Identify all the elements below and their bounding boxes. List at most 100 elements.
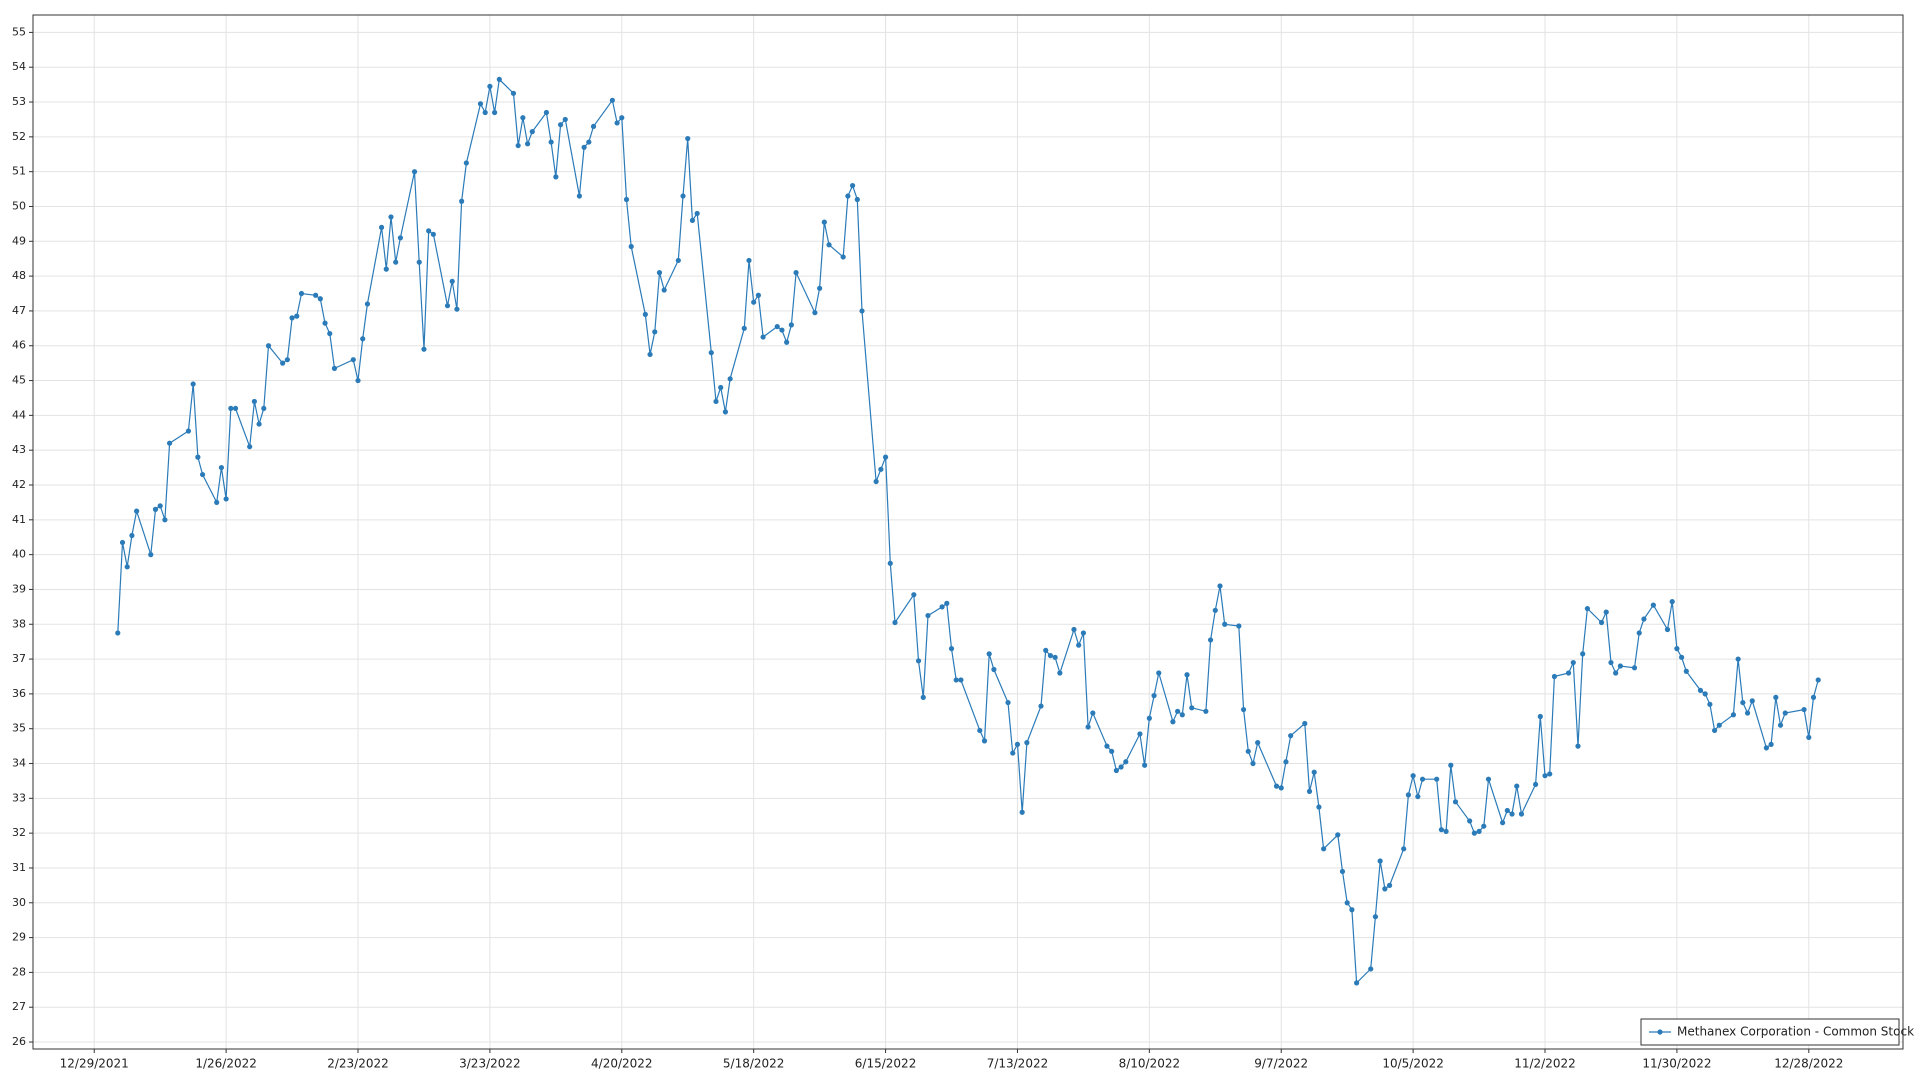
marker (1650, 602, 1656, 608)
marker (1697, 687, 1704, 694)
marker (1339, 868, 1346, 875)
marker (298, 290, 305, 297)
marker (162, 517, 168, 523)
marker (925, 612, 931, 619)
marker (1419, 776, 1426, 782)
x-tick-label: 2/23/2022 (327, 1057, 389, 1071)
marker (920, 694, 926, 700)
marker (840, 254, 846, 260)
y-tick-label: 40 (12, 548, 26, 561)
marker (393, 259, 399, 265)
marker (1669, 599, 1675, 605)
x-tick-label: 11/30/2022 (1642, 1057, 1711, 1071)
marker (849, 182, 856, 189)
marker (878, 466, 884, 472)
marker (1010, 750, 1016, 756)
marker (1113, 767, 1119, 774)
marker (1810, 694, 1817, 700)
marker (1047, 652, 1054, 659)
marker (232, 405, 239, 412)
marker (388, 214, 394, 220)
marker (784, 339, 790, 345)
marker (1080, 630, 1087, 636)
marker (746, 257, 752, 264)
marker (1306, 788, 1313, 794)
marker (1372, 914, 1379, 920)
y-tick-label: 47 (12, 304, 26, 317)
marker (148, 552, 154, 558)
marker (892, 619, 898, 626)
y-tick-label: 38 (12, 617, 26, 630)
marker (755, 292, 761, 298)
x-tick-label: 8/10/2022 (1119, 1057, 1181, 1071)
y-tick-label: 46 (12, 339, 26, 352)
marker (294, 313, 300, 319)
marker (1071, 626, 1077, 633)
marker (1349, 907, 1355, 913)
marker (1354, 980, 1360, 986)
y-tick-label: 51 (12, 165, 26, 178)
marker (793, 270, 799, 276)
marker (741, 325, 747, 331)
marker (1123, 759, 1129, 765)
marker (1245, 748, 1251, 754)
marker (647, 351, 653, 358)
marker (1288, 733, 1294, 739)
marker (873, 478, 879, 485)
marker (492, 109, 498, 116)
marker (411, 169, 418, 175)
marker (1415, 793, 1421, 800)
x-tick-label: 6/15/2022 (855, 1057, 917, 1071)
y-tick-label: 36 (12, 687, 26, 700)
marker (1514, 783, 1520, 789)
marker (680, 193, 686, 199)
marker (1283, 759, 1289, 765)
marker (642, 311, 648, 318)
y-tick-label: 35 (12, 722, 26, 735)
marker (1740, 699, 1746, 706)
y-tick-label: 53 (12, 95, 26, 108)
marker (1175, 708, 1181, 714)
marker (1335, 832, 1341, 838)
marker (548, 139, 554, 145)
marker (788, 322, 794, 328)
marker (1773, 694, 1779, 700)
marker (887, 560, 893, 566)
marker (157, 503, 163, 509)
marker (1735, 656, 1741, 662)
marker (199, 471, 206, 478)
marker (553, 174, 559, 180)
marker (1368, 966, 1374, 972)
x-tick-label: 1/26/2022 (195, 1057, 257, 1071)
marker (477, 101, 484, 107)
marker (882, 454, 889, 460)
marker (1207, 637, 1214, 643)
marker (444, 303, 451, 309)
marker (1278, 785, 1284, 791)
y-tick-label: 28 (12, 965, 26, 978)
marker (1024, 740, 1030, 746)
marker (289, 315, 295, 321)
marker (1565, 670, 1572, 676)
marker (1815, 677, 1821, 683)
marker (1551, 673, 1558, 680)
marker (327, 330, 333, 337)
marker (520, 115, 526, 121)
marker (845, 193, 851, 199)
marker (1777, 722, 1784, 728)
y-tick-label: 52 (12, 130, 26, 143)
y-tick-label: 27 (12, 1000, 26, 1013)
y-tick-label: 44 (12, 408, 26, 421)
marker (124, 564, 130, 570)
y-tick-label: 29 (12, 931, 26, 944)
marker (1255, 740, 1261, 746)
marker (524, 141, 531, 147)
marker (557, 122, 564, 128)
marker (1005, 699, 1011, 706)
y-tick-label: 42 (12, 478, 26, 491)
marker (251, 398, 257, 405)
marker (1250, 760, 1256, 767)
y-tick-label: 33 (12, 791, 26, 804)
marker (1019, 809, 1025, 815)
